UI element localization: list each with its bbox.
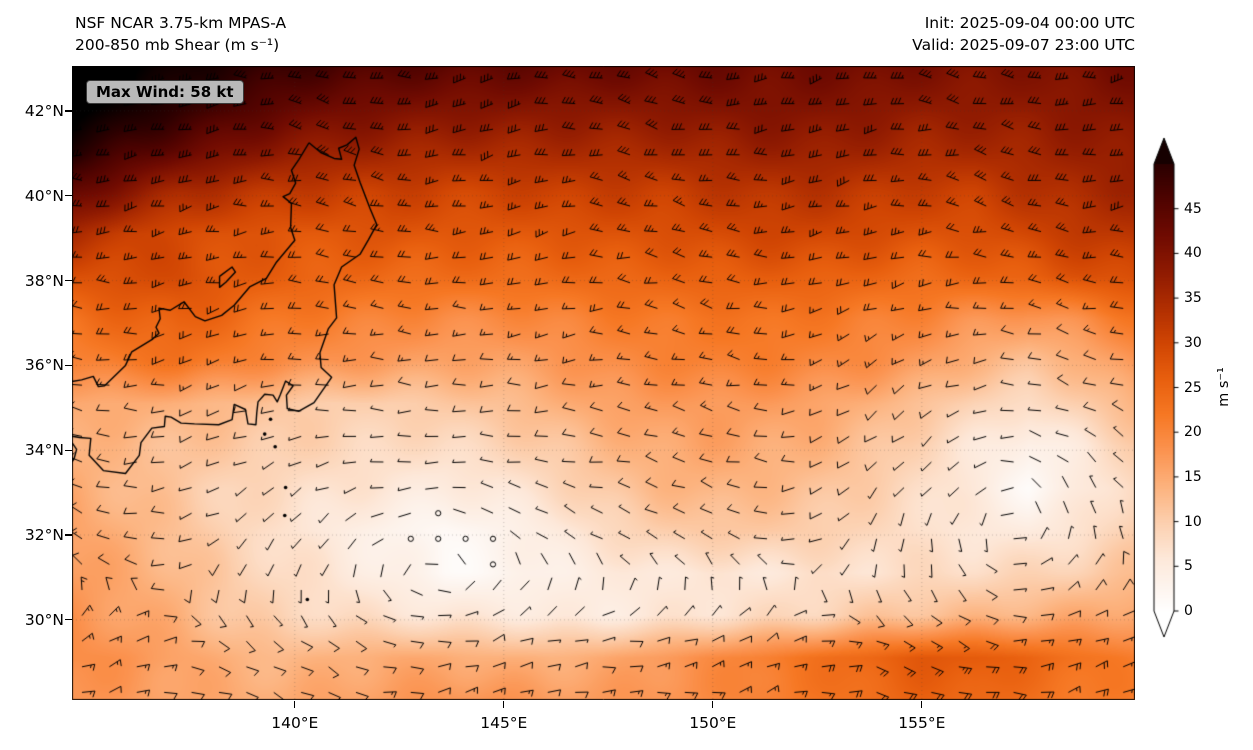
lon-tick-label: 150°E	[689, 714, 737, 732]
lat-tick-label: 34°N	[24, 441, 64, 460]
lat-tick-label: 42°N	[24, 101, 64, 120]
lon-tick-label: 140°E	[271, 714, 319, 732]
colorbar-canvas	[1152, 134, 1182, 644]
lat-tick-mark	[65, 279, 72, 282]
colorbar-tick-label: 0	[1184, 603, 1193, 619]
colorbar-tick-label: 30	[1184, 334, 1202, 351]
figure-title: NSF NCAR 3.75-km MPAS-A 200-850 mb Shear…	[75, 12, 286, 56]
colorbar-unit-label: m s⁻¹	[1216, 367, 1232, 407]
lat-tick-label: 36°N	[24, 356, 64, 375]
lon-tick-mark	[294, 701, 296, 708]
colorbar-tick-label: 20	[1184, 424, 1202, 441]
lat-tick-label: 40°N	[24, 186, 64, 205]
shear-heatmap-canvas	[72, 66, 1135, 700]
figure-title-line2: 200-850 mb Shear (m s⁻¹)	[75, 36, 280, 54]
lat-tick-label: 38°N	[24, 271, 64, 290]
colorbar-tick-label: 25	[1184, 379, 1202, 396]
colorbar-tick-label: 15	[1184, 468, 1202, 485]
init-time: Init: 2025-09-04 00:00 UTC	[924, 14, 1135, 32]
lon-tick-label: 155°E	[898, 714, 946, 732]
lat-tick-mark	[65, 619, 72, 621]
colorbar-tick-label: 45	[1184, 200, 1202, 217]
lon-tick-label: 145°E	[480, 714, 528, 732]
lon-tick-mark	[712, 701, 714, 708]
lat-tick-mark	[65, 195, 72, 197]
lat-tick-mark	[65, 364, 72, 366]
colorbar-tick-label: 35	[1184, 290, 1202, 307]
colorbar-tick-label: 40	[1184, 245, 1202, 262]
lat-tick-mark	[65, 534, 72, 536]
colorbar-tick-label: 10	[1184, 513, 1202, 530]
run-times: Init: 2025-09-04 00:00 UTC Valid: 2025-0…	[912, 12, 1135, 56]
lon-tick-mark	[503, 701, 505, 708]
lat-tick-mark	[65, 110, 72, 112]
lat-tick-mark	[65, 449, 72, 451]
valid-time: Valid: 2025-09-07 23:00 UTC	[912, 36, 1135, 54]
lat-tick-label: 32°N	[24, 526, 64, 545]
lat-tick-label: 30°N	[24, 610, 64, 629]
max-wind-badge: Max Wind: 58 kt	[86, 80, 244, 104]
colorbar-tick-label: 5	[1184, 558, 1193, 575]
lon-tick-mark	[921, 701, 923, 708]
figure-title-line1: NSF NCAR 3.75-km MPAS-A	[75, 14, 287, 32]
